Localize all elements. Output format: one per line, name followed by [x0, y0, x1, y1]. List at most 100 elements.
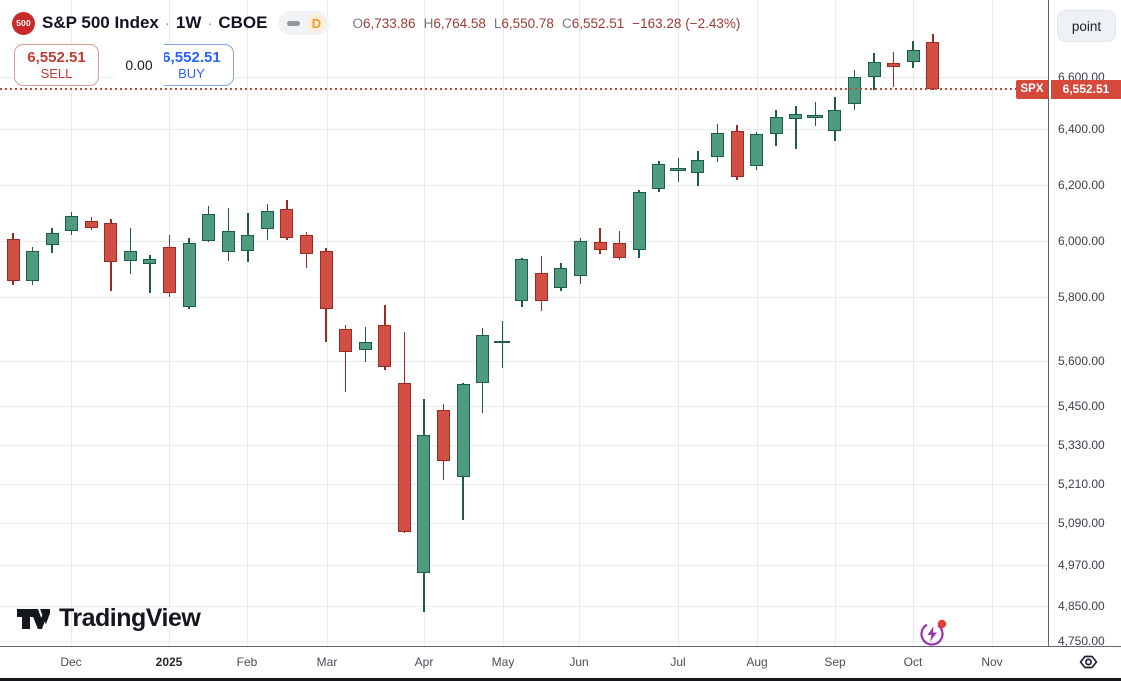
candle-body — [300, 235, 314, 254]
price-tick-label: 5,450.00 — [1058, 399, 1105, 413]
candle-body — [104, 223, 118, 262]
gridline-horizontal — [0, 564, 1048, 566]
candle-body — [26, 251, 40, 282]
candle-body — [143, 258, 157, 264]
gridline-vertical — [246, 0, 248, 646]
price-tick-label: 5,800.00 — [1058, 290, 1105, 304]
candle-body — [769, 117, 783, 135]
spark-button[interactable] — [918, 618, 948, 646]
time-tick-label: Nov — [981, 655, 1003, 669]
candle-body — [494, 340, 511, 344]
candle-wick — [344, 324, 347, 392]
candle-body — [182, 242, 196, 307]
candle-body — [554, 267, 568, 289]
high-letter: H — [423, 15, 434, 31]
candle-wick — [149, 255, 151, 293]
candle-body — [593, 242, 607, 250]
gridline-horizontal — [0, 76, 1048, 78]
minus-icon — [287, 20, 301, 26]
candle-body — [691, 160, 705, 173]
candle-body — [45, 232, 59, 246]
candle-body — [241, 235, 255, 252]
last-price-chip: 6,552.51 — [1050, 79, 1121, 99]
candle-body — [456, 383, 470, 477]
candle-body — [613, 242, 627, 259]
candle-wick — [892, 52, 895, 87]
indicator-pill[interactable]: D — [278, 11, 331, 35]
symbol-legend: 500 S&P 500 Index · 1W · CBOE D O6,733.8… — [12, 11, 740, 35]
exchange-label[interactable]: CBOE — [218, 13, 268, 32]
price-tick-label: 4,850.00 — [1058, 599, 1105, 613]
gridline-vertical — [834, 0, 836, 646]
gridline-horizontal — [0, 640, 1048, 642]
gridline-vertical — [326, 0, 328, 646]
time-tick-label: Jun — [569, 655, 589, 669]
candle-body — [807, 114, 824, 118]
candle-body — [867, 62, 881, 77]
candle-body — [221, 230, 235, 252]
scales-settings-icon[interactable] — [1076, 651, 1101, 673]
gridline-horizontal — [0, 605, 1048, 607]
symbol-title[interactable]: S&P 500 Index — [42, 13, 159, 32]
price-axis[interactable]: point 6,600.00 6,400.00 6,200.00 6,000.00 5,… — [1048, 0, 1121, 648]
price-tick-label: 5,210.00 — [1058, 477, 1105, 491]
chart-pane[interactable]: 500 S&P 500 Index · 1W · CBOE D O6,733.8… — [0, 0, 1048, 646]
candle-body — [534, 273, 548, 301]
candle-body — [163, 246, 177, 294]
gridline-horizontal — [0, 240, 1048, 242]
title-separator: · — [164, 14, 170, 32]
candle-body — [632, 192, 646, 250]
time-tick-label: Mar — [316, 655, 338, 669]
time-tick-label: Feb — [236, 655, 258, 669]
candle-body — [319, 251, 333, 309]
candle-body — [6, 239, 20, 282]
price-tick-label: 5,090.00 — [1058, 516, 1105, 530]
spark-icon — [920, 619, 947, 646]
gridline-vertical — [423, 0, 425, 646]
gridline-vertical — [578, 0, 580, 646]
gridline-vertical — [502, 0, 504, 646]
interval-label[interactable]: 1W — [175, 13, 202, 32]
time-axis[interactable]: Dec 2025 Feb Mar Apr May Jun Jul Aug Sep Oct Nov — [0, 646, 1121, 678]
candle-wick — [795, 106, 797, 150]
time-tick-label: Dec — [60, 655, 82, 669]
time-tick-label: Jul — [670, 655, 686, 669]
gridline-horizontal — [0, 184, 1048, 186]
candle-body — [828, 109, 842, 132]
gridline-vertical — [168, 0, 170, 646]
gridline-vertical — [70, 0, 72, 646]
open-letter: O — [352, 15, 363, 31]
time-tick-label: Oct — [903, 655, 923, 669]
gridline-horizontal — [0, 522, 1048, 524]
gridline-vertical — [991, 0, 993, 646]
dividend-adjust-button[interactable]: D — [307, 14, 326, 32]
tradingview-logo-text: TradingView — [59, 604, 201, 632]
close-value: 6,552.51 — [571, 15, 625, 31]
gridline-vertical — [756, 0, 758, 646]
axis-unit-button[interactable]: point — [1057, 10, 1116, 42]
sell-button[interactable]: 6,552.51 SELL — [14, 44, 99, 86]
candle-body — [574, 241, 588, 276]
candle-body — [670, 168, 687, 171]
open-value: 6,733.86 — [363, 15, 416, 31]
price-tick-label: 4,750.00 — [1058, 634, 1105, 648]
high-value: 6,764.58 — [433, 15, 486, 31]
price-tick-label: 6,000.00 — [1058, 234, 1105, 248]
candle-body — [711, 132, 725, 157]
candle-wick — [599, 228, 601, 254]
tradingview-logo[interactable]: TradingView — [16, 604, 201, 633]
spread-value: 0.00 — [114, 44, 164, 86]
time-tick-label: Apr — [414, 655, 434, 669]
candle-body — [378, 324, 392, 367]
buy-label: BUY — [178, 66, 205, 81]
title-separator: · — [207, 14, 213, 32]
low-letter: L — [493, 15, 502, 31]
price-tick-label: 5,330.00 — [1058, 438, 1105, 452]
gridline-horizontal — [0, 405, 1048, 407]
candle-wick — [501, 321, 503, 368]
price-tick-label: 6,400.00 — [1058, 122, 1105, 136]
candle-body — [848, 77, 861, 105]
symbol-price-tag: SPX — [1016, 79, 1048, 99]
buy-price: 6,552.51 — [162, 49, 221, 66]
